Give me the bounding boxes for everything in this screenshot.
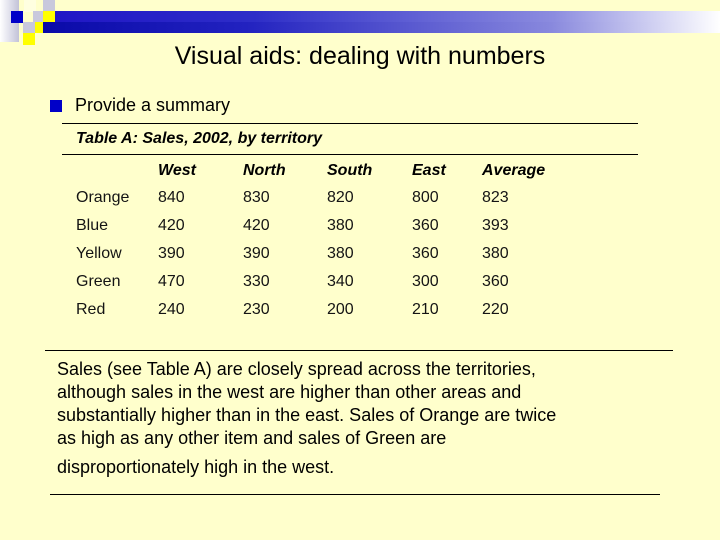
table-header-row: West North South East Average [62, 155, 638, 184]
cell-value: 220 [482, 301, 509, 318]
cell-value: 300 [412, 273, 439, 290]
decor-square-yellow [35, 22, 43, 33]
decor-top-bar-upper [55, 11, 720, 22]
cell-value: 200 [327, 301, 354, 318]
cell-value: 360 [412, 245, 439, 262]
summary-paragraph: Sales (see Table A) are closely spread a… [57, 359, 557, 448]
cell-value: 470 [158, 273, 185, 290]
decor-square-blue [11, 11, 23, 23]
bullet-item: Provide a summary [50, 95, 230, 116]
table-row: Orange 840 830 820 800 823 [62, 184, 638, 212]
column-header: West [158, 162, 196, 179]
column-header: Average [482, 162, 546, 179]
cell-value: 840 [158, 189, 185, 206]
cell-value: 420 [243, 217, 270, 234]
decor-square-lavender [43, 0, 55, 12]
cell-value: 823 [482, 189, 509, 206]
decor-square-lavender [33, 11, 43, 22]
cell-value: 360 [482, 273, 509, 290]
bullet-text: Provide a summary [75, 95, 231, 115]
row-label: Orange [76, 189, 130, 206]
cell-value: 390 [243, 245, 270, 262]
cell-value: 240 [158, 301, 185, 318]
table-row: Red 240 230 200 210 220 [62, 296, 638, 324]
cell-value: 800 [412, 189, 439, 206]
cell-value: 420 [158, 217, 185, 234]
decor-top-bar-lower [43, 22, 720, 33]
decor-square-lavender [23, 22, 35, 33]
decor-square-yellow [43, 11, 55, 22]
table-caption: Table A: Sales, 2002, by territory [62, 123, 638, 155]
column-header: South [327, 162, 373, 179]
square-bullet-icon [50, 100, 62, 112]
decor-gradient-vbar [0, 0, 19, 42]
column-header [76, 162, 158, 180]
cell-value: 393 [482, 217, 509, 234]
summary-block: Sales (see Table A) are closely spread a… [45, 350, 673, 479]
row-label: Yellow [76, 245, 122, 262]
cell-value: 360 [412, 217, 439, 234]
table-row: Yellow 390 390 380 360 380 [62, 240, 638, 268]
column-header: North [243, 162, 286, 179]
cell-value: 830 [243, 189, 270, 206]
row-label: Red [76, 301, 106, 318]
decor-square-pale [24, 0, 36, 12]
cell-value: 210 [412, 301, 439, 318]
summary-paragraph: disproportionately high in the west. [57, 457, 335, 477]
table-row: Blue 420 420 380 360 393 [62, 212, 638, 240]
sales-table: Table A: Sales, 2002, by territory West … [62, 123, 638, 324]
cell-value: 230 [243, 301, 270, 318]
table-row: Green 470 330 340 300 360 [62, 268, 638, 296]
cell-value: 380 [482, 245, 509, 262]
cell-value: 390 [158, 245, 185, 262]
cell-value: 380 [327, 217, 354, 234]
cell-value: 340 [327, 273, 354, 290]
cell-value: 380 [327, 245, 354, 262]
row-label: Blue [76, 217, 109, 234]
cell-value: 820 [327, 189, 354, 206]
cell-value: 330 [243, 273, 270, 290]
bottom-divider [50, 494, 660, 495]
row-label: Green [76, 273, 121, 290]
column-header: East [412, 162, 446, 179]
page-title: Visual aids: dealing with numbers [174, 42, 546, 70]
